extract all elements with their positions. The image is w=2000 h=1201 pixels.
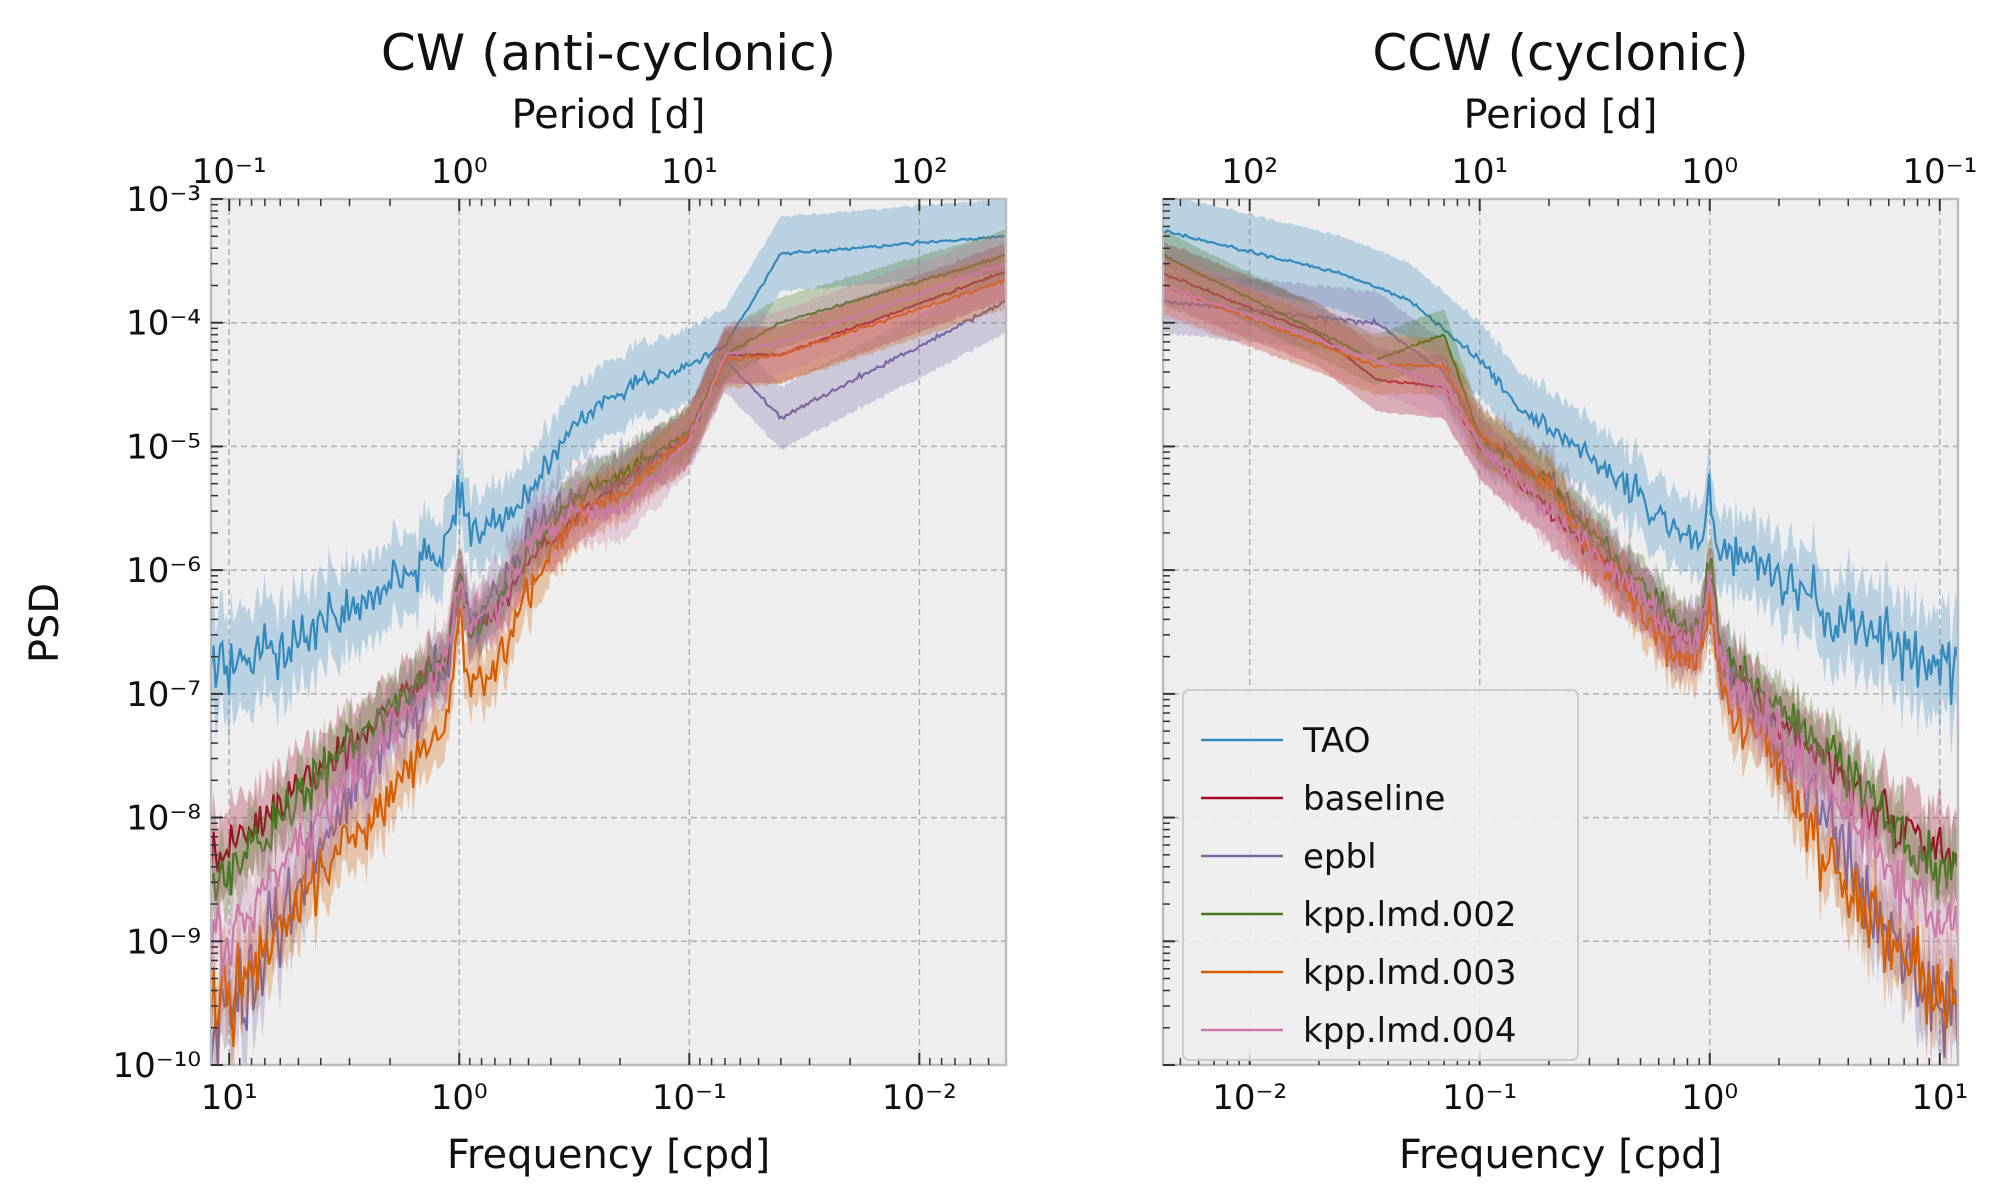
frequency-axis-label: Frequency [cpd]: [1399, 1132, 1722, 1178]
top-tick-label: 10²: [891, 152, 948, 192]
series-band-TAO: [1163, 199, 1958, 758]
plot-background: [211, 199, 1006, 1065]
legend-label-baseline: baseline: [1303, 779, 1445, 819]
x-tick-label: 10⁰: [1681, 1078, 1738, 1118]
panel-title: CCW (cyclonic): [1372, 24, 1748, 82]
series-band-kpp.lmd.002: [1163, 230, 1958, 935]
series-line-kpp.lmd.004: [1163, 283, 1958, 940]
series-band-kpp.lmd.003: [211, 251, 1006, 1065]
x-tick-label: 10⁻²: [882, 1078, 957, 1118]
top-tick-label: 10¹: [661, 152, 718, 192]
series-line-kpp.lmd.003: [211, 278, 1006, 1047]
legend-label-TAO: TAO: [1302, 721, 1371, 761]
x-tick-label: 10¹: [201, 1078, 258, 1118]
series-line-TAO: [1163, 228, 1958, 705]
legend-label-kpp.lmd.002: kpp.lmd.002: [1303, 895, 1517, 935]
x-tick-label: 10⁰: [431, 1078, 488, 1118]
x-tick-label: 10⁻¹: [1442, 1078, 1517, 1118]
x-tick-label: 10¹: [1911, 1078, 1968, 1118]
series-line-kpp.lmd.004: [211, 263, 1006, 976]
series-line-kpp.lmd.002: [1163, 253, 1958, 900]
series-group: [211, 199, 1006, 1065]
legend-box: [1182, 689, 1579, 1061]
cw-panel: 10¹ 10⁰ 10⁻¹ 10⁻² 10⁻¹ 10⁰ 10¹ 10² 10⁻³ 10⁻⁴ 10⁻⁵ 1…: [113, 24, 1008, 1178]
period-axis-label: Period [d]: [511, 92, 705, 138]
top-tick-label: 10⁰: [1681, 152, 1738, 192]
plot-frame: [209, 197, 1008, 1067]
y-tick-label: 10⁻⁷: [126, 675, 201, 715]
legend-label-kpp.lmd.004: kpp.lmd.004: [1303, 1011, 1517, 1051]
panel-title: CW (anti-cyclonic): [381, 24, 836, 82]
y-tick-label: 10⁻⁹: [126, 922, 201, 962]
series-line-TAO: [211, 234, 1006, 696]
series-band-kpp.lmd.002: [211, 229, 1006, 938]
series-band-kpp.lmd.004: [1163, 253, 1958, 985]
y-tick-label: 10⁻⁶: [126, 551, 201, 591]
series-group: [1163, 199, 1958, 1065]
series-line-kpp.lmd.002: [211, 253, 1006, 902]
y-tick-label: 10⁻⁵: [126, 427, 201, 467]
series-line-epbl: [1163, 298, 1958, 1058]
plot-frame: [1161, 197, 1960, 1067]
frequency-axis-label: Frequency [cpd]: [447, 1132, 770, 1178]
top-tick-label: 10⁰: [431, 152, 488, 192]
series-band-kpp.lmd.003: [1163, 257, 1958, 1065]
x-tick-label: 10⁻¹: [652, 1078, 727, 1118]
top-tick-label: 10²: [1221, 152, 1278, 192]
legend-label-epbl: epbl: [1303, 837, 1377, 877]
series-line-epbl: [211, 298, 1006, 1065]
x-tick-label: 10⁻²: [1212, 1078, 1287, 1118]
period-axis-label: Period [d]: [1463, 92, 1657, 138]
top-tick-label: 10⁻¹: [192, 152, 267, 192]
y-tick-label: 10⁻⁸: [126, 799, 201, 839]
top-tick-label: 10¹: [1451, 152, 1508, 192]
y-axis-label: PSD: [22, 583, 68, 663]
series-band-TAO: [211, 199, 1006, 748]
series-band-baseline: [1163, 242, 1958, 920]
series-band-kpp.lmd.004: [211, 232, 1006, 1021]
y-tick-label: 10⁻³: [126, 180, 201, 220]
y-tick-label: 10⁻⁴: [126, 304, 201, 344]
y-tick-label: 10⁻¹⁰: [113, 1046, 201, 1086]
series-band-baseline: [211, 242, 1006, 913]
series-line-kpp.lmd.003: [1163, 284, 1958, 1029]
ccw-panel: 10⁻² 10⁻¹ 10⁰ 10¹ 10² 10¹ 10⁰ 10⁻¹ CCW (cyclonic…: [1161, 24, 1977, 1178]
top-tick-label: 10⁻¹: [1902, 152, 1977, 192]
series-band-epbl: [211, 268, 1006, 1065]
legend-label-kpp.lmd.003: kpp.lmd.003: [1303, 953, 1517, 993]
